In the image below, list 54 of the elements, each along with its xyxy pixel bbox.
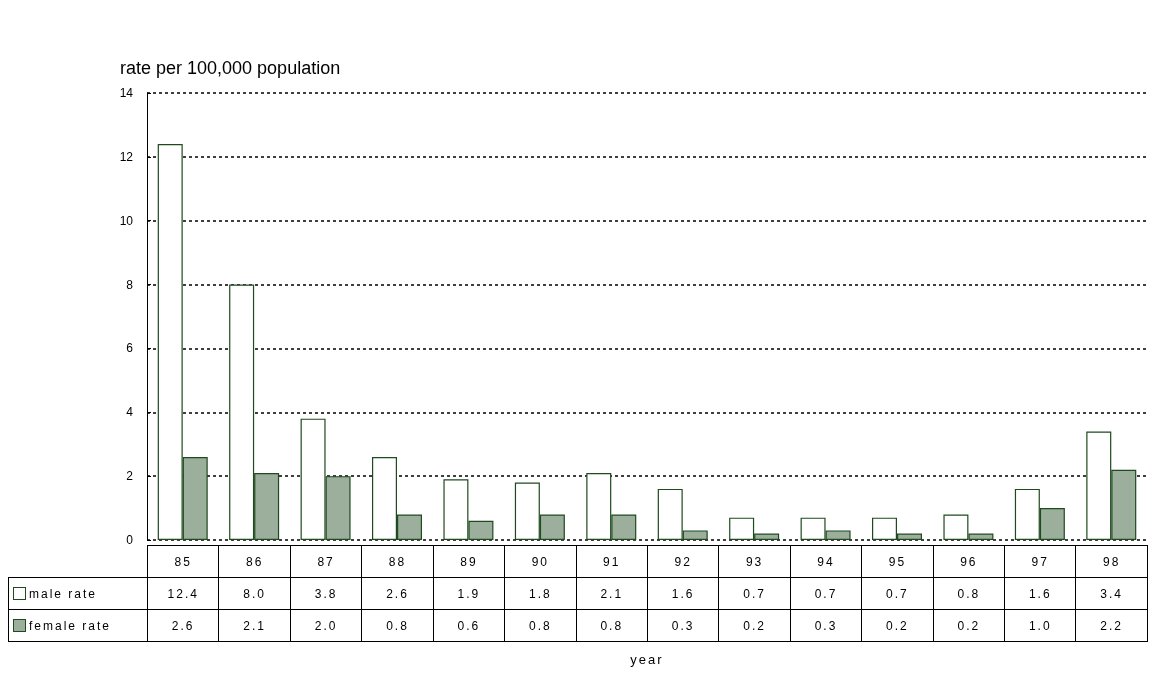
- data-label: 3.4: [1075, 577, 1148, 610]
- y-tick-label: 8: [126, 277, 134, 292]
- data-label: 8.0: [218, 577, 291, 610]
- x-tick-label: 85: [147, 545, 219, 578]
- legend-label: female rate: [29, 618, 112, 633]
- text: year: [629, 652, 665, 667]
- data-label: 2.1: [576, 577, 648, 610]
- data-label: 0.2: [861, 609, 934, 642]
- x-tick-label: 94: [790, 545, 862, 578]
- data-label: 0.8: [504, 609, 577, 642]
- x-tick-label: 90: [504, 545, 577, 578]
- data-label: 2.6: [147, 609, 219, 642]
- data-label: 1.6: [1004, 577, 1076, 610]
- data-label: 12.4: [147, 577, 219, 610]
- data-label: 1.9: [433, 577, 505, 610]
- y-tick-label: 0: [126, 533, 134, 547]
- data-label: 2.6: [361, 577, 434, 610]
- y-tick-label: 4: [126, 405, 134, 420]
- data-label: 1.0: [1004, 609, 1076, 642]
- x-tick-label: 95: [861, 545, 934, 578]
- data-label: 3.8: [290, 577, 362, 610]
- data-label: 0.7: [790, 577, 862, 610]
- data-label: 0.8: [361, 609, 434, 642]
- data-label: 2.0: [290, 609, 362, 642]
- legend-label: male rate: [29, 586, 98, 601]
- x-tick-label: 93: [718, 545, 791, 578]
- y-tick-label: 6: [126, 341, 134, 356]
- data-label: 1.6: [647, 577, 719, 610]
- y-tick-label: 10: [119, 213, 134, 228]
- data-label: 0.3: [790, 609, 862, 642]
- data-label: 0.6: [433, 609, 505, 642]
- chart-title: rate per 100,000 population: [120, 58, 341, 79]
- x-tick-label: 96: [933, 545, 1005, 578]
- y-tick-label: 2: [126, 469, 134, 484]
- y-tick-label: 14: [119, 86, 134, 100]
- data-label: 0.2: [933, 609, 1005, 642]
- data-label: 1.8: [504, 577, 577, 610]
- data-label: 2.1: [218, 609, 291, 642]
- x-tick-label: 97: [1004, 545, 1076, 578]
- data-label: 2.2: [1075, 609, 1148, 642]
- data-label: 0.7: [861, 577, 934, 610]
- data-label: 0.8: [933, 577, 1005, 610]
- x-tick-label: 98: [1075, 545, 1148, 578]
- x-tick-label: 91: [576, 545, 648, 578]
- x-tick-label: 88: [361, 545, 434, 578]
- data-label: 0.7: [718, 577, 791, 610]
- x-tick-label: 89: [433, 545, 505, 578]
- x-tick-label: 87: [290, 545, 362, 578]
- data-label: 0.2: [718, 609, 791, 642]
- x-tick-label: 86: [218, 545, 291, 578]
- data-label: 0.8: [576, 609, 648, 642]
- x-tick-label: 92: [647, 545, 719, 578]
- y-tick-label: 12: [119, 149, 134, 164]
- data-label: 0.3: [647, 609, 719, 642]
